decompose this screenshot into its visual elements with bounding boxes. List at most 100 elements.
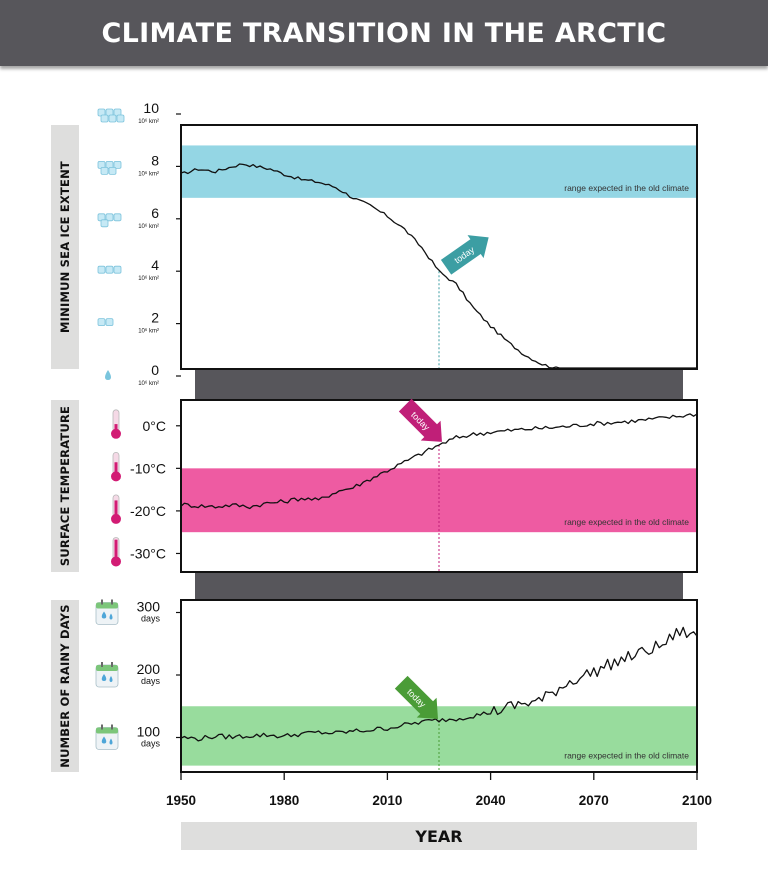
rain-series-line: [180, 626, 698, 742]
thermometer-icon: [111, 537, 121, 567]
raindrop: [109, 613, 113, 620]
ice-y-tick-unit: 10⁶ km²: [138, 275, 159, 282]
thermometer-level: [114, 500, 118, 517]
ice-cube: [113, 265, 122, 274]
ice-axis-label-box: MINIMUN SEA ICE EXTENT: [51, 125, 79, 369]
temp-y-tick-label: 0°C: [143, 418, 167, 434]
temp-y-tick-label: -10°C: [130, 460, 166, 476]
x-tick-label: 1980: [269, 793, 299, 808]
temp-series-line: [180, 413, 698, 510]
thermometer-icon: [111, 409, 121, 439]
ice-cube: [97, 265, 106, 274]
ice-y-tick-unit: 10⁶ km²: [138, 223, 159, 230]
ice-cube: [116, 114, 125, 123]
rain-today-arrow-shape: [394, 675, 438, 719]
x-tick-label: 2100: [682, 793, 712, 808]
rain-today-arrow: today: [394, 675, 438, 719]
ice-y-tick-label: 0: [151, 362, 159, 378]
droplet-icon: [105, 370, 111, 380]
ice-y-tick-label: 6: [151, 205, 159, 221]
x-axis-title-box: YEAR: [181, 822, 697, 850]
temp-y-tick-label: -30°C: [130, 545, 166, 561]
temp-panel: range expected in the old climate today 0°…: [111, 398, 698, 573]
rain-y-tick-label: 100: [137, 724, 161, 740]
ice-cube: [105, 318, 114, 327]
ice-cubes-icon: [97, 265, 122, 274]
ice-cubes-icon: [97, 318, 114, 327]
temp-axis-label-box: SURFACE TEMPERATURE: [51, 400, 79, 572]
calendar-raindrop-icon: [95, 662, 119, 688]
ice-cubes-icon: [105, 370, 111, 380]
rain-y-tick-label: 300: [137, 599, 161, 615]
x-tick-label: 1950: [166, 793, 196, 808]
raindrop: [101, 611, 107, 619]
calendar-ring: [101, 662, 103, 667]
calendar-ring: [101, 599, 103, 605]
ice-cube: [105, 213, 114, 222]
thermometer-bulb: [111, 428, 121, 439]
raindrop: [101, 736, 107, 744]
rain-axis-label-box: NUMBER OF RAINY DAYS: [51, 600, 79, 772]
x-tick-label: 2040: [476, 793, 506, 808]
panel-connector: [195, 369, 683, 400]
ice-old-climate-band: [181, 145, 697, 198]
rain-y-tick-unit: days: [141, 614, 161, 624]
thermometer-bulb: [111, 513, 121, 524]
ice-y-tick-unit: 10⁶ km²: [138, 118, 159, 125]
x-axis-title: YEAR: [415, 826, 463, 846]
temp-y-tick-label: -20°C: [130, 503, 166, 519]
ice-cubes-icon: [97, 213, 122, 228]
temp-range-note: range expected in the old climate: [564, 517, 689, 527]
calendar-top: [96, 665, 118, 671]
rain-y-tick-unit: days: [141, 676, 161, 686]
x-tick-label: 2010: [372, 793, 402, 808]
raindrop: [109, 738, 113, 745]
title-banner: CLIMATE TRANSITION IN THE ARCTIC: [0, 0, 768, 66]
ice-cubes-icon: [97, 108, 125, 123]
thermometer-bulb: [111, 471, 121, 482]
ice-panel: range expected in the old climate today 10…: [97, 100, 698, 387]
ice-cube: [113, 160, 122, 169]
thermometer-level: [114, 462, 118, 475]
calendar-ring: [111, 662, 113, 667]
calendar-ring: [101, 724, 103, 730]
rain-y-tick-unit: days: [141, 739, 161, 749]
calendar-ring: [111, 724, 113, 730]
thermometer-icon: [111, 451, 121, 482]
ice-cube: [97, 318, 106, 327]
page-title: CLIMATE TRANSITION IN THE ARCTIC: [101, 17, 667, 49]
ice-cube: [100, 166, 109, 175]
temp-today-arrow: today: [398, 398, 442, 442]
calendar-raindrop-icon: [95, 724, 119, 750]
ice-plot-frame: [180, 124, 698, 370]
ice-y-tick-unit: 10⁶ km²: [138, 380, 159, 387]
rain-range-note: range expected in the old climate: [564, 751, 689, 761]
ice-cube: [100, 114, 109, 123]
ice-cube: [108, 114, 117, 123]
thermometer-icon: [111, 494, 121, 524]
calendar-top: [96, 727, 118, 734]
thermometer-level: [114, 539, 118, 560]
temp-today-arrow-shape: [398, 398, 442, 442]
x-tick-label: 2070: [579, 793, 609, 808]
rain-plot-frame: [180, 599, 698, 773]
calendar-raindrop-icon: [95, 599, 119, 625]
panel-connector: [195, 572, 683, 600]
ice-cubes-icon: [97, 160, 122, 175]
rain-y-tick-label: 200: [137, 661, 161, 677]
ice-cube: [100, 219, 109, 228]
ice-y-tick-unit: 10⁶ km²: [138, 170, 159, 177]
raindrop: [101, 674, 107, 681]
ice-today-arrow: today: [440, 235, 489, 275]
calendar-ring: [111, 599, 113, 605]
ice-y-tick-label: 8: [151, 152, 159, 168]
ice-y-tick-label: 4: [151, 257, 159, 273]
ice-cube: [113, 213, 122, 222]
temp-plot-frame: [180, 399, 698, 573]
thermometer-level: [114, 424, 118, 432]
calendar-top: [96, 602, 118, 609]
ice-y-tick-label: 2: [151, 310, 159, 326]
raindrop: [109, 676, 113, 682]
ice-cube: [105, 265, 114, 274]
thermometer-bulb: [111, 556, 121, 567]
